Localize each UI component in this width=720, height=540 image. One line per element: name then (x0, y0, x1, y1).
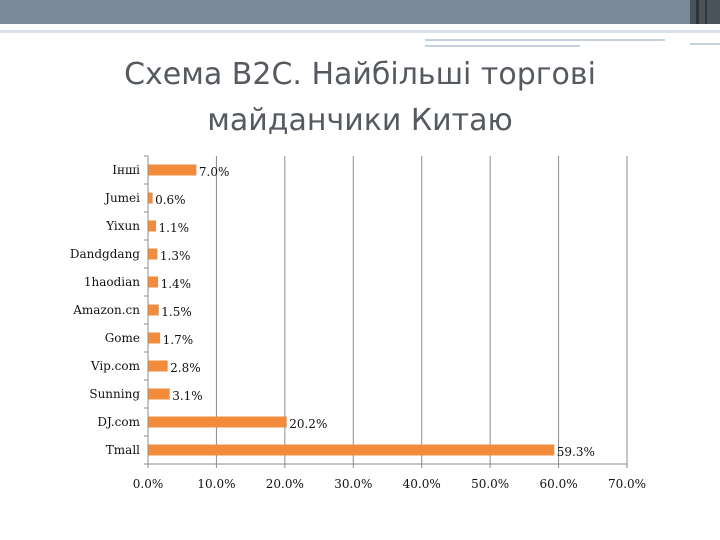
bar (148, 192, 153, 204)
x-tick-label: 40.0% (403, 477, 441, 491)
category-label: Amazon.cn (72, 303, 140, 317)
decorative-line (0, 30, 720, 33)
category-label: Sunning (89, 387, 140, 401)
bar (148, 248, 158, 260)
category-label: Yixun (105, 219, 140, 233)
data-label: 1.3% (160, 249, 191, 263)
x-tick-label: 60.0% (540, 477, 578, 491)
bar (148, 444, 555, 456)
category-label: 1haodian (84, 275, 140, 289)
bar (148, 220, 157, 232)
data-label: 3.1% (172, 389, 203, 403)
top-band-stripe (696, 0, 699, 24)
bar (148, 416, 287, 428)
category-label: Dandgdang (70, 247, 140, 261)
category-label: DJ.com (97, 415, 140, 429)
x-tick-label: 20.0% (266, 477, 304, 491)
data-label: 2.8% (170, 361, 201, 375)
data-label: 1.1% (159, 221, 190, 235)
slide-title-line-2: майданчики Китаю (207, 103, 513, 138)
decorative-line (690, 43, 720, 45)
bar (148, 388, 170, 400)
category-label: Tmall (106, 443, 140, 457)
x-tick-label: 0.0% (133, 477, 164, 491)
x-tick-label: 70.0% (608, 477, 646, 491)
category-label: Jumei (103, 191, 140, 205)
bar-chart: Інші 7.0% Jumei 0.6% Yixun 1.1% Dandgdang 1.3% 1… (70, 155, 646, 491)
data-label: 59.3% (557, 445, 595, 459)
bar (148, 164, 197, 176)
x-tick-label: 10.0% (197, 477, 235, 491)
category-label: Gome (105, 331, 140, 345)
decorative-line (425, 39, 665, 41)
data-label: 1.5% (161, 305, 192, 319)
bar (148, 360, 168, 372)
x-tick-label: 50.0% (471, 477, 509, 491)
bar (148, 332, 161, 344)
data-label: 7.0% (199, 165, 230, 179)
category-label: Інші (112, 163, 140, 177)
slide-title: Схема B2C. Найбільші торгові майданчики … (0, 52, 720, 144)
category-label: Vip.com (90, 359, 141, 373)
decorative-line (425, 45, 580, 47)
slide-title-line-1: Схема B2C. Найбільші торгові (124, 57, 596, 92)
data-label: 0.6% (155, 193, 186, 207)
data-label: 1.7% (163, 333, 194, 347)
data-label: 1.4% (161, 277, 192, 291)
top-band-stripe (705, 0, 707, 24)
x-tick-label: 30.0% (334, 477, 372, 491)
data-label: 20.2% (289, 417, 327, 431)
bar (148, 276, 159, 288)
bar (148, 304, 159, 316)
top-band (0, 0, 720, 24)
